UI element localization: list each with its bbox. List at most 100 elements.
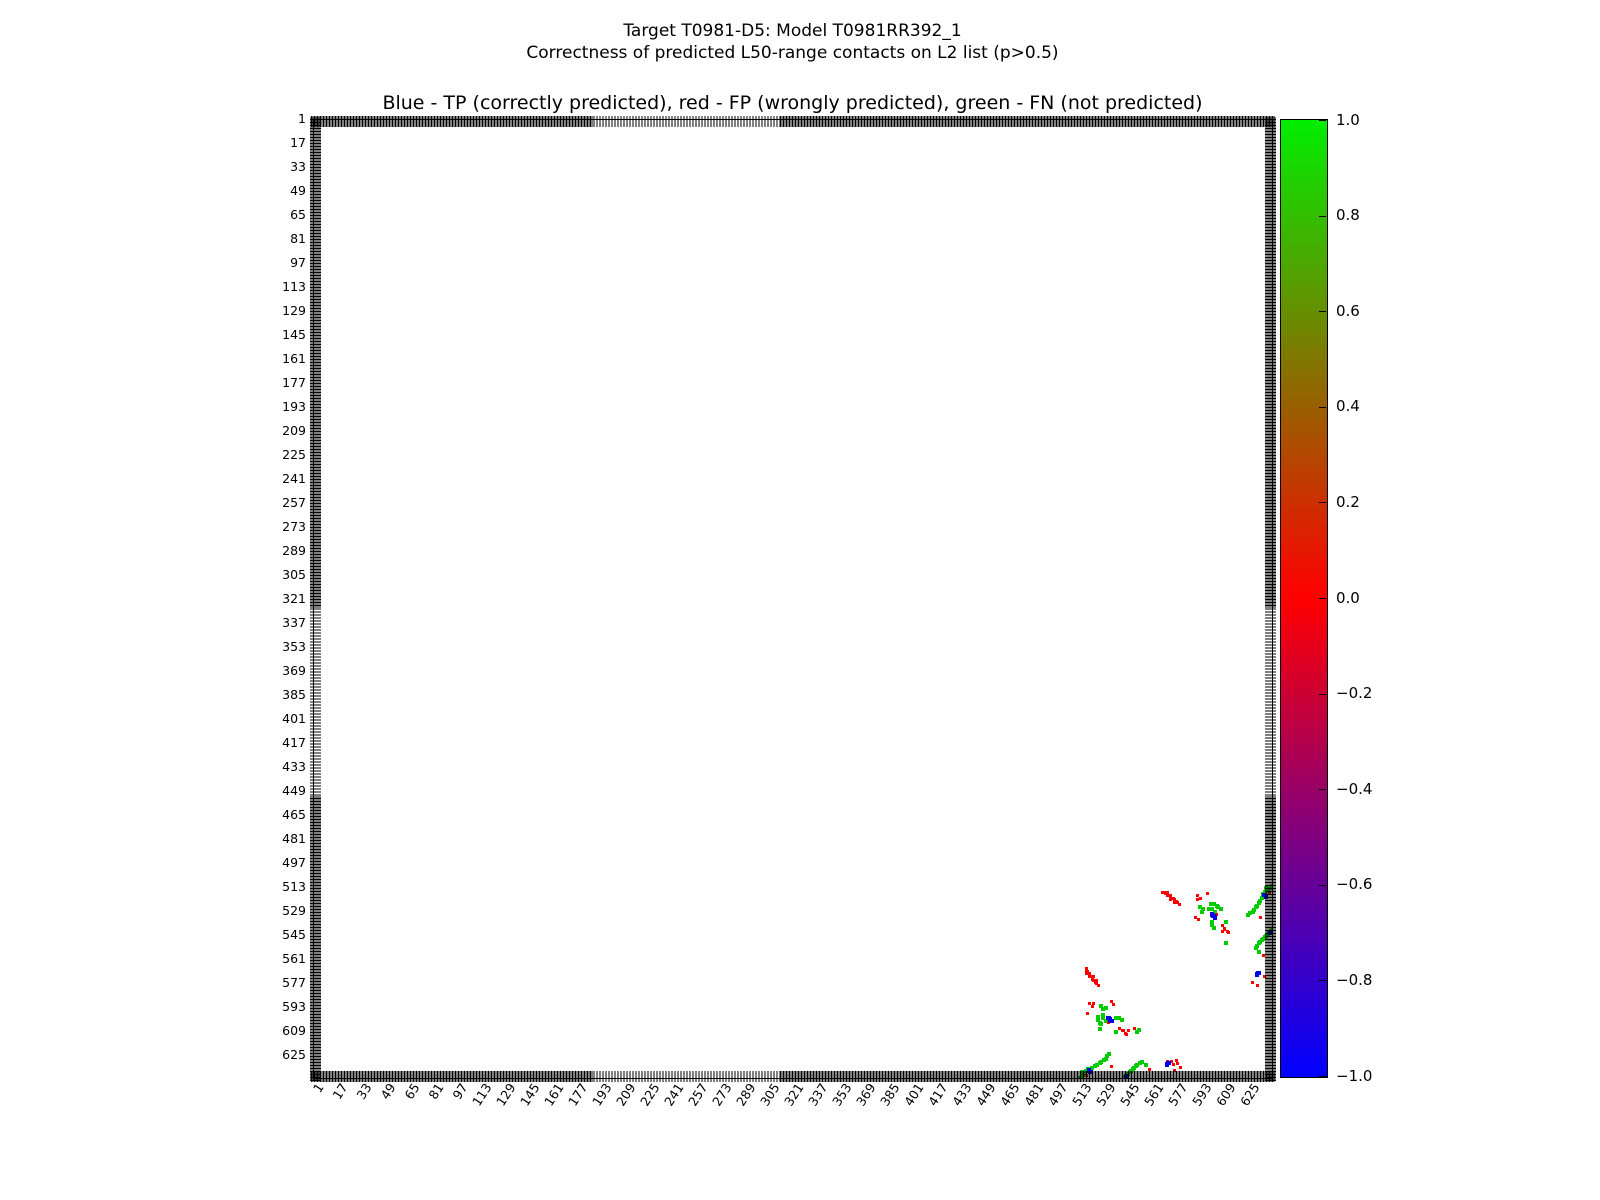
colorbar-tick-label: 0.4	[1336, 397, 1360, 416]
colorbar-tick	[1319, 502, 1326, 504]
x-tick-label: 145	[517, 1080, 543, 1109]
colorbar-tick	[1319, 884, 1326, 886]
contact-mark-fn	[1099, 1004, 1104, 1009]
contact-mark-fp	[1198, 896, 1202, 900]
contact-mark-fn	[1100, 1013, 1105, 1018]
y-tick-label: 289	[282, 542, 306, 558]
contact-mark-fn	[1103, 1056, 1108, 1061]
contact-mark-fn	[1259, 896, 1264, 901]
contact-mark-fn	[1211, 926, 1216, 931]
contact-mark-fp	[1084, 971, 1088, 975]
contact-mark-fp	[1126, 1028, 1130, 1032]
contact-mark-fn	[1139, 1059, 1144, 1064]
contact-mark-fn	[1198, 905, 1203, 910]
plot-title: Blue - TP (correctly predicted), red - F…	[382, 92, 1203, 114]
y-tick-label: 593	[282, 998, 306, 1014]
contact-mark-fn	[1216, 905, 1221, 910]
y-tick-label: 545	[282, 926, 306, 942]
contact-mark-fp	[1215, 913, 1219, 917]
contact-mark-fp	[1087, 1001, 1091, 1005]
y-tick-label: 321	[282, 590, 306, 606]
x-tick-label: 481	[1020, 1080, 1047, 1109]
x-tick-label: 193	[589, 1080, 615, 1109]
x-tick-label: 545	[1116, 1080, 1143, 1109]
contact-mark-fp	[1176, 1061, 1180, 1065]
right-axis-ticks	[1265, 117, 1276, 1081]
contact-mark-fp	[1263, 974, 1266, 978]
x-tick-label: 257	[684, 1080, 711, 1109]
y-tick-label: 225	[282, 446, 306, 462]
y-tick-label: 449	[282, 782, 306, 798]
y-tick-label: 417	[282, 734, 306, 750]
contact-mark-fn	[1213, 909, 1218, 914]
x-tick-label: 1	[309, 1080, 327, 1096]
contact-mark-fn	[1223, 920, 1228, 925]
colorbar-tick-label: 0.0	[1336, 588, 1360, 607]
plot-area	[310, 116, 1276, 1082]
contact-mark-fn	[1253, 905, 1258, 910]
y-tick-label: 145	[282, 326, 306, 342]
contact-mark-fn	[1103, 1005, 1108, 1010]
bottom-axis-ticks	[311, 1071, 1275, 1082]
contact-mark-fp	[1255, 983, 1259, 987]
contact-mark-fn	[1256, 900, 1261, 905]
x-tick-label: 433	[948, 1080, 975, 1109]
contact-mark-fn	[1100, 1016, 1105, 1021]
x-tick-label: 209	[613, 1080, 639, 1109]
x-tick-label: 385	[876, 1080, 903, 1109]
x-tick-label: 289	[732, 1080, 759, 1109]
contact-mark-fn	[1099, 1022, 1104, 1027]
x-tick-label: 497	[1044, 1080, 1071, 1109]
contact-mark-fp	[1170, 1060, 1174, 1063]
contact-mark-fp	[1197, 917, 1201, 921]
colorbar-tick-label: −0.8	[1336, 970, 1373, 989]
contact-mark-fp	[1110, 1064, 1114, 1068]
contact-mark-fp	[1258, 916, 1262, 920]
contact-mark-fn	[1114, 1016, 1119, 1021]
contact-mark-fn	[1250, 909, 1255, 914]
x-tick-label: 529	[1092, 1080, 1119, 1109]
y-tick-label: 257	[282, 494, 306, 510]
contact-mark-fp	[1177, 902, 1181, 906]
colorbar-tick-label: −0.4	[1336, 779, 1373, 798]
contact-mark-fp	[1090, 1004, 1094, 1008]
y-tick-label: 433	[282, 758, 306, 774]
contact-mark-fn	[1208, 902, 1213, 907]
colorbar-tick-label: 0.8	[1336, 206, 1360, 225]
y-tick-label: 49	[290, 182, 306, 198]
y-tick-label: 161	[282, 350, 306, 366]
y-tick-label: 497	[282, 854, 306, 870]
contact-mark-tp	[1109, 1018, 1114, 1024]
colorbar-tick-label: 0.2	[1336, 492, 1360, 511]
left-axis-ticks	[310, 117, 321, 1081]
x-tick-label: 97	[449, 1080, 471, 1102]
contact-mark-tp	[1166, 1060, 1171, 1066]
contact-mark-fn	[1114, 1029, 1119, 1034]
y-tick-label: 625	[282, 1046, 306, 1062]
contact-mark-fn	[1135, 1029, 1140, 1034]
y-tick-label: 209	[282, 422, 306, 438]
contact-mark-fp	[1096, 983, 1100, 987]
contact-mark-fp	[1122, 1028, 1126, 1032]
contact-mark-fp	[1173, 901, 1177, 905]
contact-mark-fn	[1096, 1017, 1101, 1022]
x-tick-label: 177	[565, 1080, 591, 1109]
y-tick-label: 369	[282, 662, 306, 678]
contact-mark-fn	[1210, 923, 1215, 928]
contact-mark-fn	[1211, 902, 1216, 907]
y-tick-label: 33	[290, 158, 306, 174]
x-tick-label: 609	[1212, 1080, 1239, 1109]
contact-mark-fp	[1086, 1012, 1090, 1016]
contact-mark-fp	[1165, 890, 1169, 894]
contact-mark-fn	[1207, 906, 1212, 911]
figure-title-line1: Target T0981-D5: Model T0981RR392_1	[623, 21, 962, 41]
contact-mark-fn	[1097, 1026, 1102, 1031]
contact-mark-tp	[1212, 915, 1218, 920]
colorbar-tick	[1319, 215, 1326, 217]
colorbar-tick	[1319, 120, 1326, 121]
contact-mark-fn	[1256, 941, 1261, 946]
x-tick-label: 161	[541, 1080, 567, 1109]
x-tick-label: 305	[756, 1080, 783, 1109]
x-tick-label: 401	[900, 1080, 927, 1109]
